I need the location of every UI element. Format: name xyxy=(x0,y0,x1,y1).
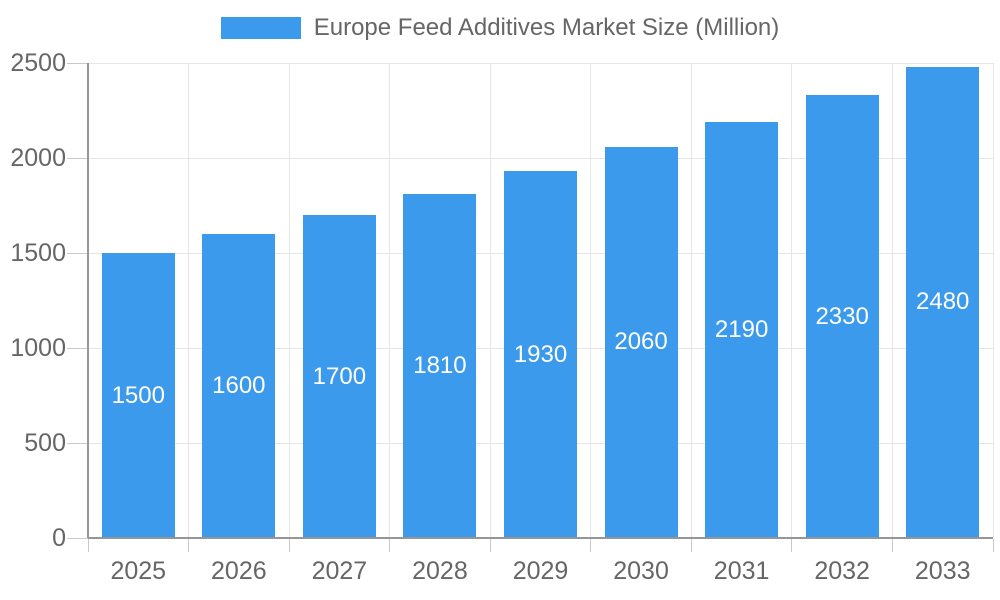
x-axis-tick xyxy=(489,539,491,552)
y-axis-tick xyxy=(67,252,88,254)
bar-2028[interactable]: 1810 xyxy=(403,194,477,538)
vertical-gridline xyxy=(489,63,491,538)
vertical-gridline xyxy=(891,63,893,538)
bar-2029[interactable]: 1930 xyxy=(504,171,577,538)
bar-2032[interactable]: 2330 xyxy=(805,95,879,538)
plot-area: 1500 1600 1700 1810 1930 2060 2190 2330 2480 xyxy=(67,62,994,552)
bar-2033[interactable]: 2480 xyxy=(906,66,980,538)
y-axis-tick xyxy=(67,157,88,159)
horizontal-gridline xyxy=(88,62,993,64)
x-axis-tick xyxy=(590,539,592,552)
x-axis-tick xyxy=(791,539,793,552)
x-axis-tick xyxy=(87,539,89,552)
y-axis-tick-label: 1000 xyxy=(10,334,66,362)
x-axis-tick-label: 2033 xyxy=(914,557,971,585)
legend-swatch-icon xyxy=(220,17,301,39)
legend-label: Europe Feed Additives Market Size (Milli… xyxy=(313,14,780,41)
x-axis-tick-label: 2028 xyxy=(412,557,468,585)
x-axis-tick xyxy=(992,539,994,552)
bar-value-label: 1930 xyxy=(513,340,568,368)
bar-2026[interactable]: 1600 xyxy=(202,234,276,538)
bar-value-label: 1600 xyxy=(212,372,266,399)
x-axis-tick-label: 2030 xyxy=(613,557,669,585)
bar-2027[interactable]: 1700 xyxy=(302,215,376,538)
bar-2030[interactable]: 2060 xyxy=(604,146,678,538)
y-axis-tick xyxy=(67,62,88,64)
x-axis-tick xyxy=(891,539,893,552)
vertical-gridline xyxy=(188,63,190,538)
x-axis-tick xyxy=(188,539,190,552)
vertical-gridline xyxy=(389,63,391,538)
y-axis-line xyxy=(87,63,89,538)
x-axis-tick xyxy=(690,539,692,552)
horizontal-gridline xyxy=(88,157,993,159)
bar-2031[interactable]: 2190 xyxy=(705,121,779,538)
x-axis-line xyxy=(88,537,993,539)
x-axis-tick-label: 2026 xyxy=(211,557,267,585)
vertical-gridline xyxy=(288,63,290,538)
x-axis-tick xyxy=(288,539,290,552)
y-axis-tick xyxy=(67,347,88,349)
bar-value-label: 1500 xyxy=(111,381,165,409)
vertical-gridline xyxy=(992,63,994,538)
y-axis-tick-label: 2500 xyxy=(10,49,66,77)
bar-value-label: 1700 xyxy=(312,362,367,390)
x-axis-tick-label: 2032 xyxy=(814,557,870,585)
y-axis-tick-label: 0 xyxy=(52,524,66,552)
vertical-gridline xyxy=(690,63,692,538)
y-axis-tick-label: 1500 xyxy=(10,239,66,267)
bar-value-label: 2060 xyxy=(614,328,668,356)
legend: Europe Feed Additives Market Size (Milli… xyxy=(0,14,1000,42)
bar-value-label: 2190 xyxy=(714,315,769,343)
x-axis-tick-label: 2027 xyxy=(311,557,368,585)
vertical-gridline xyxy=(590,63,592,538)
y-axis-tick xyxy=(67,442,88,444)
bar-value-label: 2330 xyxy=(815,302,869,330)
legend-item[interactable]: Europe Feed Additives Market Size (Milli… xyxy=(220,14,780,42)
x-axis-tick-label: 2029 xyxy=(512,557,569,585)
vertical-gridline xyxy=(791,63,793,538)
y-axis-tick-label: 500 xyxy=(24,429,66,457)
y-axis-tick-label: 2000 xyxy=(10,144,66,172)
bar-value-label: 2480 xyxy=(916,288,970,316)
x-axis-tick xyxy=(389,539,391,552)
x-axis-tick-label: 2025 xyxy=(110,557,167,585)
bar-2025[interactable]: 1500 xyxy=(101,253,175,538)
bar-value-label: 1810 xyxy=(413,352,467,380)
y-axis-tick xyxy=(67,537,88,539)
x-axis-tick-label: 2031 xyxy=(713,557,770,585)
